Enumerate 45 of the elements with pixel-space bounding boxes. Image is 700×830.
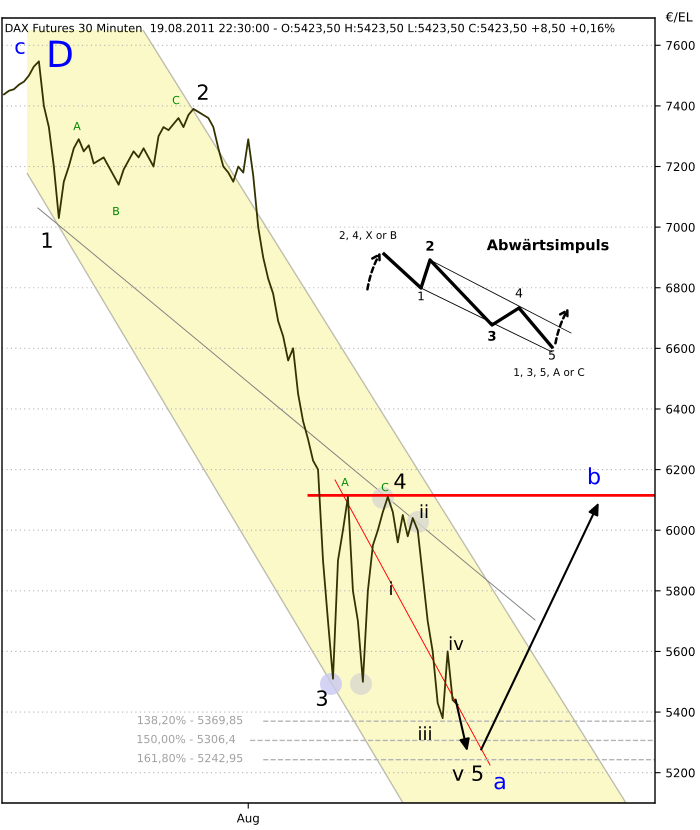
x-tick-label: Aug — [236, 814, 259, 825]
annotation: 4 — [516, 288, 522, 298]
annotation: D — [50, 40, 72, 67]
annotation: Abwärtsimpuls — [486, 238, 609, 254]
annotation: 2 — [198, 84, 208, 100]
annotation: 4 — [394, 474, 406, 489]
y-tick-label: 5400 — [666, 708, 695, 717]
y-tick-label: 7200 — [666, 162, 695, 172]
y-tick-label: 7400 — [666, 102, 695, 111]
annotation: 150,00% - 5306,4 — [138, 734, 236, 744]
annotation: 3 — [488, 330, 496, 341]
annotation: c — [15, 42, 24, 54]
y-axis-title: €/EL — [666, 12, 693, 23]
annotation: B — [113, 206, 120, 216]
annotation: 138,20% - 5369,85 — [138, 716, 242, 726]
annotation: C — [382, 482, 388, 492]
annotation: 3 — [316, 690, 327, 706]
annotation: 1, 3, 5, A or C — [514, 368, 584, 378]
annotation: v 5 — [452, 766, 482, 782]
y-tick-label: 5200 — [666, 768, 695, 778]
annotation: iv — [450, 636, 464, 650]
annotation: 2 — [426, 240, 434, 251]
y-tick-label: 6200 — [666, 465, 695, 474]
annotation: C — [172, 96, 180, 104]
annotation: A — [341, 478, 349, 486]
chart-title: DAX Futures 30 Minuten 19.08.2011 22:30:00 - O:5423,50 H:5423,50 L:5423,50 C:5423,50 +8,50 +0,16% — [6, 23, 614, 34]
y-tick-label: 6800 — [666, 283, 695, 292]
annotation: b — [588, 467, 600, 484]
annotation: 5 — [548, 350, 555, 360]
y-tick-label: 6400 — [666, 404, 695, 414]
y-tick-label: 6000 — [666, 526, 695, 535]
annotation: 1 — [418, 292, 424, 300]
annotation: A — [73, 122, 81, 130]
annotation: iii — [419, 726, 431, 740]
y-tick-label: 7000 — [666, 222, 695, 232]
y-tick-label: 5800 — [666, 586, 695, 596]
y-tick-label: 6600 — [666, 344, 695, 354]
annotation: a — [494, 776, 505, 790]
y-tick-label: 5600 — [666, 647, 695, 656]
annotation: 161,80% - 5242,95 — [138, 754, 242, 764]
annotation: 2, 4, X or B — [340, 231, 396, 240]
annotation: 1 — [42, 232, 52, 248]
annotation: ii — [420, 504, 428, 518]
annotation: i — [390, 581, 392, 595]
y-tick-label: 7600 — [666, 41, 695, 50]
